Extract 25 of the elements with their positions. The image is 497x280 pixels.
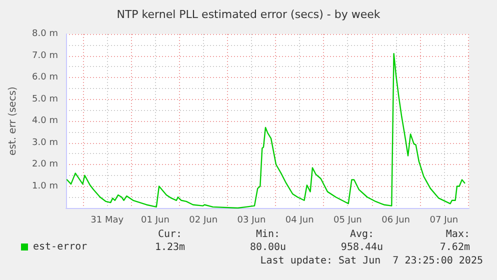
x-tick-label: 31 May — [90, 216, 124, 226]
y-tick-label: 1.0 m — [32, 181, 58, 192]
x-tick-label: 02 Jun — [189, 216, 218, 226]
y-axis-title: est. err (secs) — [8, 86, 18, 156]
y-tick-label: 5.0 m — [32, 94, 58, 104]
y-tick-label: 8.0 m — [32, 29, 58, 39]
x-tick-label: 06 Jun — [382, 216, 410, 226]
y-tick-label: 7.0 m — [32, 50, 58, 61]
text: Avg: 958.44u — [340, 229, 384, 253]
x-tick-label: 05 Jun — [334, 216, 362, 226]
chart-title: NTP kernel PLL estimated error (secs) - by week — [116, 8, 381, 21]
x-tick-label: 01 Jun — [141, 216, 170, 226]
text: Max: 7.62m — [440, 229, 470, 253]
y-tick-label: 3.0 m — [32, 138, 58, 148]
text: Last update: Sat Jun 7 23:25:00 2025 — [260, 256, 483, 266]
text: Min: 80.00u — [250, 229, 286, 253]
y-tick-label: 6.0 m — [32, 72, 58, 82]
line-series — [66, 52, 466, 209]
x-tick-label: 07 Jun — [430, 216, 458, 226]
x-tick-label: 03 Jun — [237, 216, 266, 226]
legend-label: est-error — [33, 242, 88, 252]
y-tick-label: 2.0 m — [32, 160, 58, 170]
text: Cur: 1.23m — [154, 229, 186, 253]
x-tick-label: 04 Jun — [285, 216, 314, 226]
y-tick-label: 4.0 m — [32, 116, 58, 126]
